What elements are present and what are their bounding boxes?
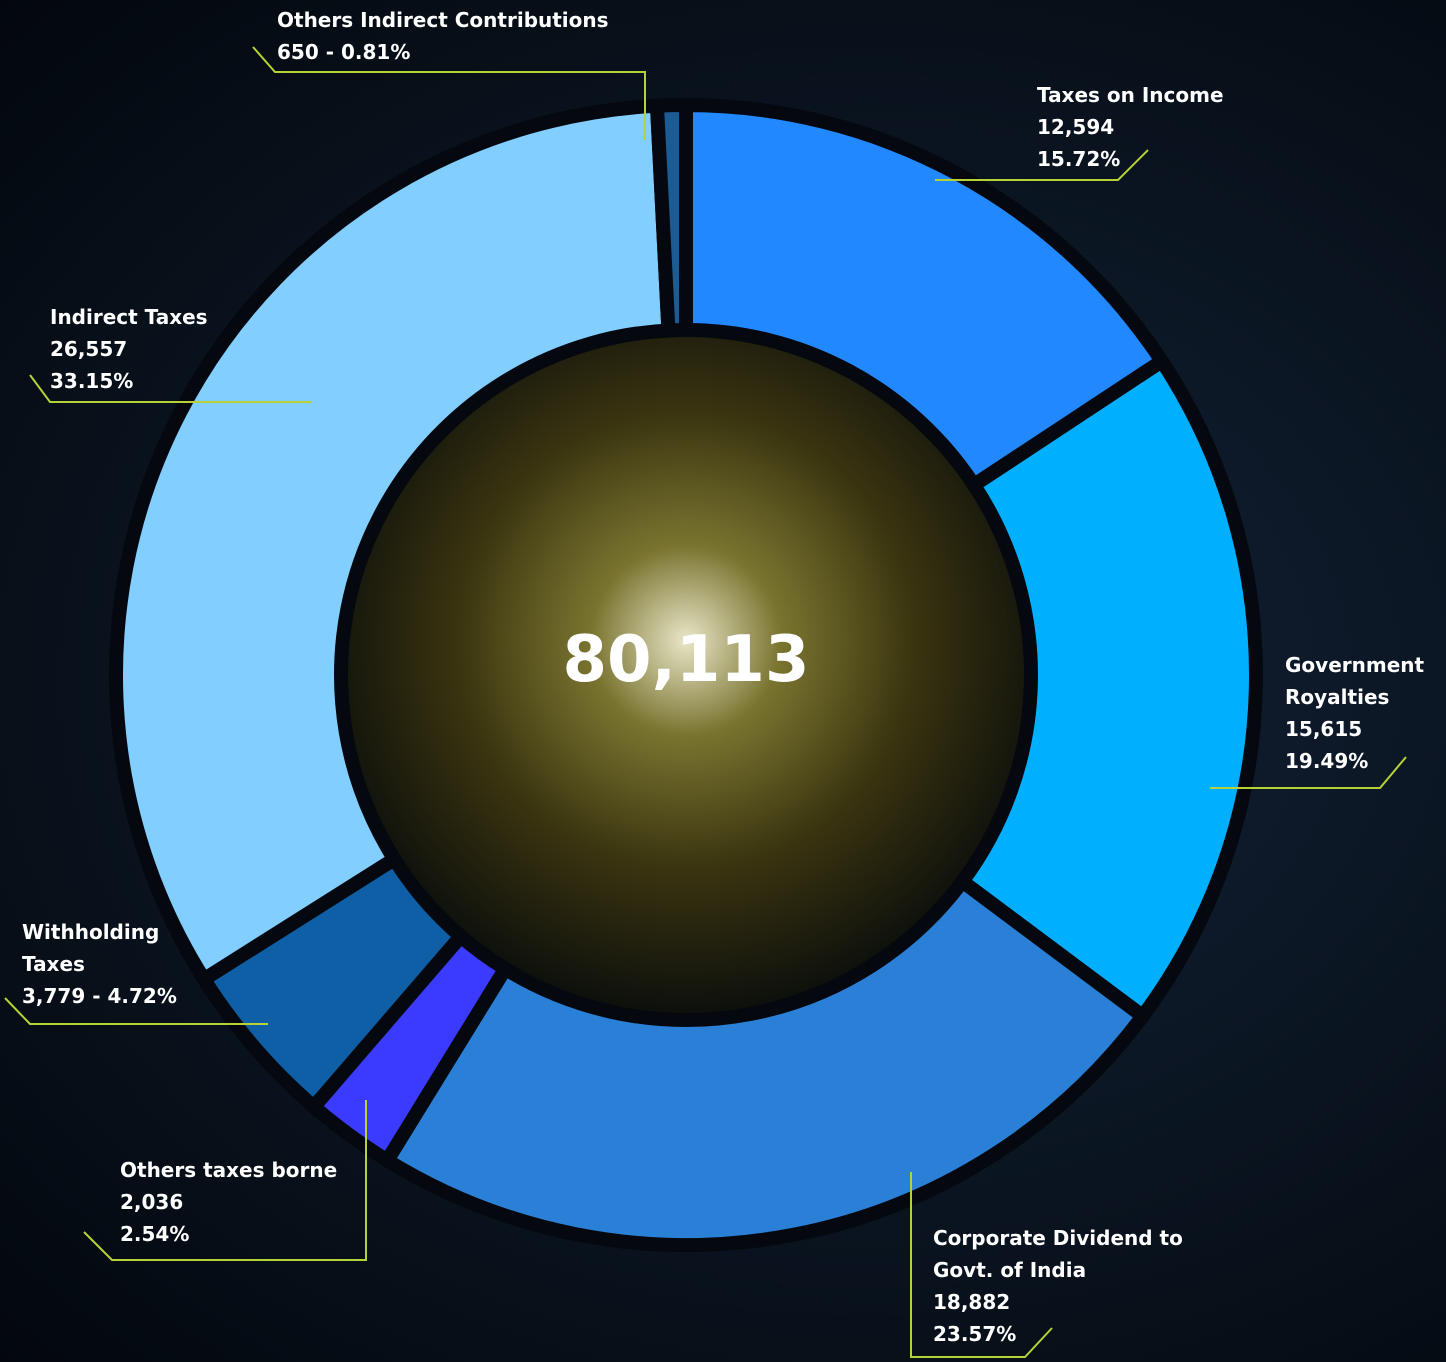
category-name: Indirect Taxes [50, 305, 208, 329]
separator: - [85, 984, 108, 1008]
donut-slice [109, 98, 676, 989]
category-name: Others taxes borne [120, 1158, 338, 1182]
value-label: 12,594 [1037, 115, 1115, 139]
percent-label: 19.49% [1285, 749, 1369, 773]
percent-label: 0.81% [340, 40, 411, 64]
slice-label: Others Indirect Contributions 650 - 0.81% [277, 4, 697, 68]
donut-slice [649, 97, 693, 338]
donut-slice [377, 871, 1153, 1253]
value-label: 18,882 [933, 1290, 1011, 1314]
value-row: 3,779 - 4.72% [22, 980, 182, 1012]
percent-label: 15.72% [1037, 147, 1121, 171]
value-label: 15,615 [1285, 717, 1363, 741]
center-total: 80,113 [562, 623, 810, 697]
slice-label: Taxes on Income 12,594 15.72% [1037, 79, 1297, 175]
category-name: Taxes on Income [1037, 83, 1224, 107]
donut-slice [952, 351, 1263, 1026]
category-name: Others Indirect Contributions [277, 8, 609, 32]
leader-line [252, 46, 646, 140]
leader-line [1210, 756, 1407, 789]
slice-label: Corporate Dividend to Govt. of India 18,8… [933, 1222, 1183, 1350]
leader-line [83, 1100, 367, 1261]
value-row: 650 - 0.81% [277, 36, 697, 68]
percent-label: 2.54% [120, 1222, 190, 1246]
percent-label: 4.72% [107, 984, 177, 1008]
separator: - [318, 40, 341, 64]
leader-line [29, 374, 312, 403]
percent-label: 23.57% [933, 1322, 1017, 1346]
percent-label: 33.15% [50, 369, 134, 393]
slice-label: Indirect Taxes 26,557 33.15% [50, 301, 250, 397]
donut-slice [679, 97, 1172, 495]
category-name: Corporate Dividend to Govt. of India [933, 1226, 1183, 1282]
leader-line [4, 997, 268, 1025]
value-label: 2,036 [120, 1190, 184, 1214]
slice-label: Government Royalties 15,615 19.49% [1285, 649, 1445, 777]
value-label: 26,557 [50, 337, 128, 361]
category-name: Withholding Taxes [22, 920, 160, 976]
category-name: Government Royalties [1285, 653, 1425, 709]
slice-label: Withholding Taxes 3,779 - 4.72% [22, 916, 182, 1012]
center-photo [341, 330, 1031, 1020]
value-label: 650 [277, 40, 319, 64]
value-label: 3,779 [22, 984, 86, 1008]
leader-line [935, 149, 1149, 181]
slice-label: Others taxes borne 2,036 2.54% [120, 1154, 380, 1250]
leader-line [910, 1172, 1053, 1358]
